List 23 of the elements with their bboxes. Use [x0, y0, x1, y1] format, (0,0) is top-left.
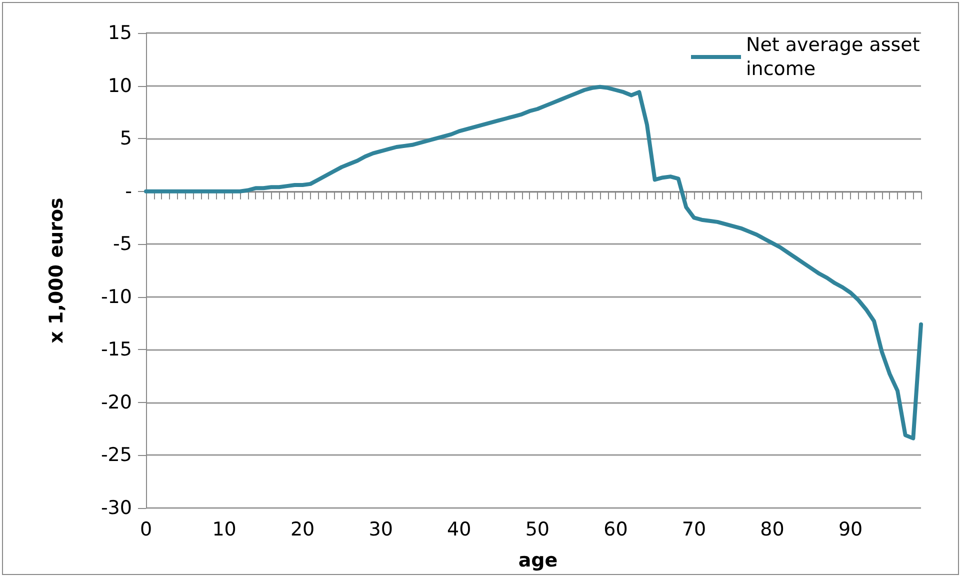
y-tick-label: 10	[108, 74, 132, 97]
x-tick-label: 20	[290, 518, 315, 540]
x-tick-label: 0	[140, 518, 152, 540]
y-tick-label: -25	[100, 444, 132, 466]
y-tick-label: 15	[108, 22, 132, 44]
x-tick-label: 60	[604, 518, 628, 540]
legend-label: Net average asset income	[746, 34, 926, 80]
y-tick-label: -20	[100, 391, 132, 414]
y-tick-label: 5	[120, 128, 132, 150]
y-tick-label: -10	[100, 286, 132, 308]
x-tick-label: 40	[447, 518, 472, 540]
y-axis-title: x 1,000 euros	[46, 198, 68, 344]
x-tick-label: 90	[838, 518, 863, 540]
y-tick-label: -15	[100, 338, 132, 361]
x-tick-label: 80	[760, 518, 784, 540]
x-tick-label: 30	[368, 518, 393, 540]
x-axis-title: age	[518, 550, 558, 572]
x-tick-label: 70	[682, 518, 706, 540]
x-tick-label: 50	[525, 518, 550, 540]
y-tick-label: -5	[113, 233, 132, 256]
y-tick-label: -30	[100, 497, 132, 519]
y-tick-label: -	[125, 180, 132, 202]
x-tick-label: 10	[212, 518, 236, 540]
